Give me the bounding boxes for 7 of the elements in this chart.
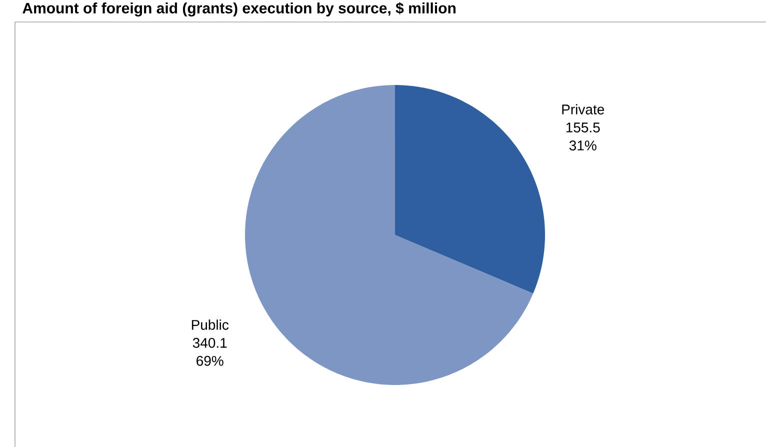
data-label: 340.1: [192, 338, 227, 348]
text: 69%: [196, 356, 224, 366]
slice-label: Private: [562, 104, 604, 114]
text: 31%: [569, 140, 596, 150]
data-label: 155.5: [566, 122, 600, 132]
chart-title: Amount of foreign aid (grants) execution by source, $ million: [22, 2, 456, 16]
slice-label: Public: [192, 320, 229, 330]
